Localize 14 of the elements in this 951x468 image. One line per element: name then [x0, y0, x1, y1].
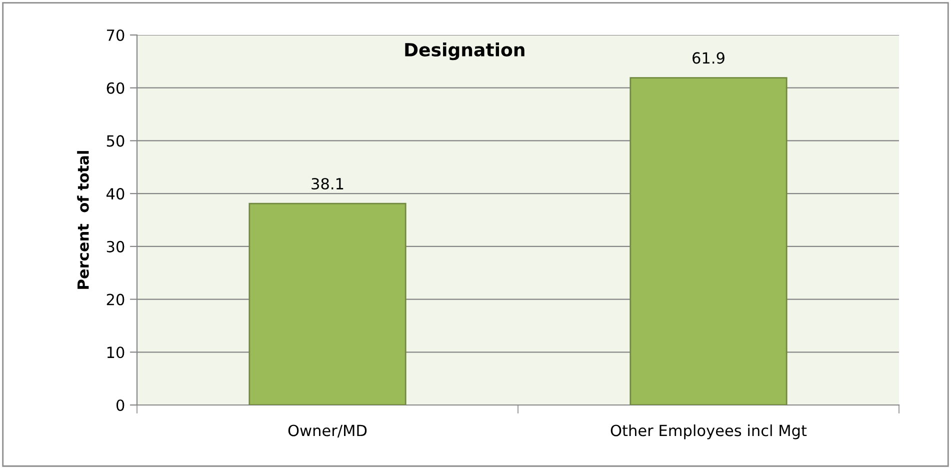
x-tick-label: Owner/MD [288, 424, 367, 438]
y-axis-title: Percent of total [77, 151, 89, 289]
y-tick-label: 30 [106, 240, 124, 252]
y-tick-label: 10 [107, 346, 124, 358]
chart-title: Designation [405, 42, 524, 60]
y-tick-label: 40 [106, 188, 124, 200]
data-label: 61.9 [692, 52, 724, 64]
y-tick-label: 70 [107, 29, 124, 42]
x-tick-label: Other Employees incl Mgt [610, 424, 807, 440]
y-tick-label: 60 [106, 82, 124, 94]
y-tick-label: 0 [116, 399, 124, 412]
y-tick-label: 20 [106, 294, 124, 306]
data-label: 38.1 [312, 178, 344, 190]
y-tick-label: 50 [106, 135, 124, 147]
